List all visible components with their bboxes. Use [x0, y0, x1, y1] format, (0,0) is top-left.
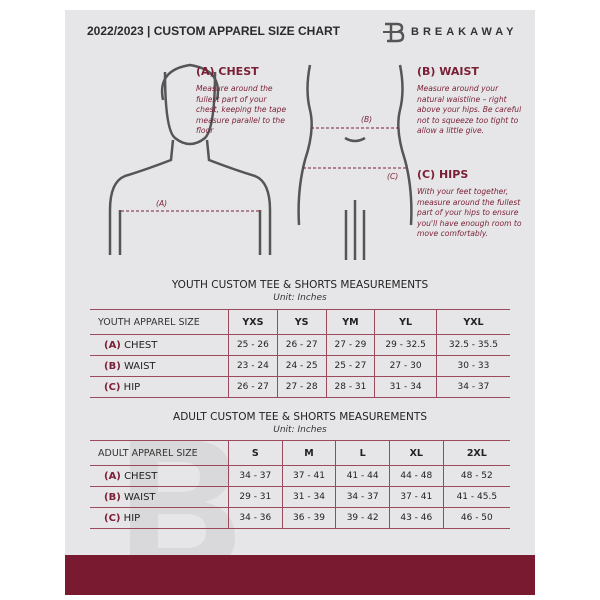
chest-heading: (A) CHEST: [196, 65, 259, 78]
table-cell: 29 - 31: [228, 486, 283, 508]
table-cell: 34 - 37: [435, 376, 510, 398]
column-header: L: [335, 440, 390, 466]
column-header: YL: [374, 309, 437, 335]
hips-marker: (C): [387, 172, 399, 181]
table-row: (A) CHEST 25 - 26 26 - 27 27 - 29 29 - 3…: [90, 334, 510, 356]
table-cell: 30 - 33: [435, 355, 510, 377]
table-cell: 26 - 27: [276, 334, 327, 356]
table-cell: 43 - 46: [388, 507, 444, 529]
row-tag: (C): [104, 512, 121, 524]
hips-heading: (C) HIPS: [417, 168, 469, 181]
table-cell: 37 - 41: [281, 465, 336, 487]
column-header: YOUTH APPAREL SIZE: [90, 309, 229, 335]
table-cell: 32.5 - 35.5: [435, 334, 510, 356]
table-cell: 34 - 37: [335, 486, 390, 508]
table-cell: 41 - 44: [335, 465, 390, 487]
adult-size-table: ADULT APPAREL SIZE S M L XL 2XL (A) CHES…: [90, 440, 510, 529]
column-header: XL: [388, 440, 444, 466]
table-row: (C) HIP 34 - 36 36 - 39 39 - 42 43 - 46 …: [90, 507, 510, 529]
youth-table-title: YOUTH CUSTOM TEE & SHORTS MEASUREMENTS: [171, 279, 429, 291]
row-label: HIP: [123, 512, 141, 524]
table-cell: 31 - 34: [281, 486, 336, 508]
adult-table-title: ADULT CUSTOM TEE & SHORTS MEASUREMENTS: [173, 411, 427, 423]
table-row: (B) WAIST 23 - 24 24 - 25 25 - 27 27 - 3…: [90, 355, 510, 377]
table-cell: 27 - 30: [374, 355, 437, 377]
table-cell: 27 - 28: [276, 376, 327, 398]
column-header: YXS: [228, 309, 278, 335]
body-figures: [108, 63, 413, 260]
page-title: 2022/2023 | CUSTOM APPAREL SIZE CHART: [87, 24, 340, 38]
hips-instructions: With your feet together, measure around …: [417, 187, 522, 238]
column-header: ADULT APPAREL SIZE: [90, 440, 229, 466]
waist-heading: (B) WAIST: [417, 65, 479, 78]
row-label: WAIST: [123, 360, 156, 372]
column-header: YM: [325, 309, 375, 335]
waist-figure: [297, 64, 413, 260]
column-header: YS: [276, 309, 327, 335]
chest-instructions: Measure around the fullest part of your …: [196, 84, 287, 135]
chest-figure: [108, 63, 272, 255]
size-chart-page: 2022/2023 | CUSTOM APPAREL SIZE CHART BR…: [65, 10, 535, 595]
youth-table-unit: Unit: Inches: [273, 293, 327, 303]
table-row: (B) WAIST 29 - 31 31 - 34 34 - 37 37 - 4…: [90, 486, 510, 508]
adult-table-unit: Unit: Inches: [273, 425, 327, 435]
row-tag: (B): [104, 491, 121, 503]
table-header-row: YOUTH APPAREL SIZE YXS YS YM YL YXL: [90, 309, 510, 335]
table-cell: 34 - 37: [228, 465, 283, 487]
logo-wordmark: BREAKAWAY: [411, 26, 518, 38]
table-cell: 23 - 24: [228, 355, 278, 377]
table-cell: 31 - 34: [374, 376, 437, 398]
row-tag: (A): [104, 339, 121, 351]
table-row: (C) HIP 26 - 27 27 - 28 28 - 31 31 - 34 …: [90, 376, 510, 398]
row-tag: (C): [104, 381, 121, 393]
table-cell: 39 - 42: [335, 507, 390, 529]
table-cell: 37 - 41: [388, 486, 444, 508]
table-cell: 25 - 27: [325, 355, 375, 377]
table-cell: 36 - 39: [281, 507, 336, 529]
waist-marker: (B): [361, 115, 373, 124]
table-cell: 46 - 50: [442, 507, 510, 529]
column-header: YXL: [435, 309, 510, 335]
table-cell: 29 - 32.5: [374, 334, 437, 356]
row-label: CHEST: [124, 470, 158, 482]
row-tag: (B): [104, 360, 121, 372]
column-header: M: [281, 440, 336, 466]
table-row: (A) CHEST 34 - 37 37 - 41 41 - 44 44 - 4…: [90, 465, 510, 487]
table-cell: 44 - 48: [388, 465, 444, 487]
breakaway-logo-icon: [383, 22, 405, 43]
table-header-row: ADULT APPAREL SIZE S M L XL 2XL: [90, 440, 510, 466]
table-cell: 41 - 45.5: [442, 486, 510, 508]
table-cell: 26 - 27: [228, 376, 278, 398]
brand-logo: BREAKAWAY: [383, 20, 518, 44]
column-header: 2XL: [442, 440, 510, 466]
table-cell: 25 - 26: [228, 334, 278, 356]
column-header: S: [228, 440, 283, 466]
table-cell: 24 - 25: [276, 355, 327, 377]
waist-instructions: Measure around your natural waistline – …: [417, 84, 522, 135]
table-cell: 34 - 36: [228, 507, 283, 529]
row-label: HIP: [123, 381, 141, 393]
row-label: WAIST: [123, 491, 156, 503]
youth-size-table: YOUTH APPAREL SIZE YXS YS YM YL YXL (A) …: [90, 309, 510, 398]
row-label: CHEST: [124, 339, 158, 351]
chest-marker: (A): [156, 199, 168, 208]
table-cell: 27 - 29: [325, 334, 375, 356]
row-tag: (A): [104, 470, 121, 482]
footer-band: [65, 555, 535, 595]
table-cell: 48 - 52: [442, 465, 510, 487]
table-cell: 28 - 31: [325, 376, 375, 398]
